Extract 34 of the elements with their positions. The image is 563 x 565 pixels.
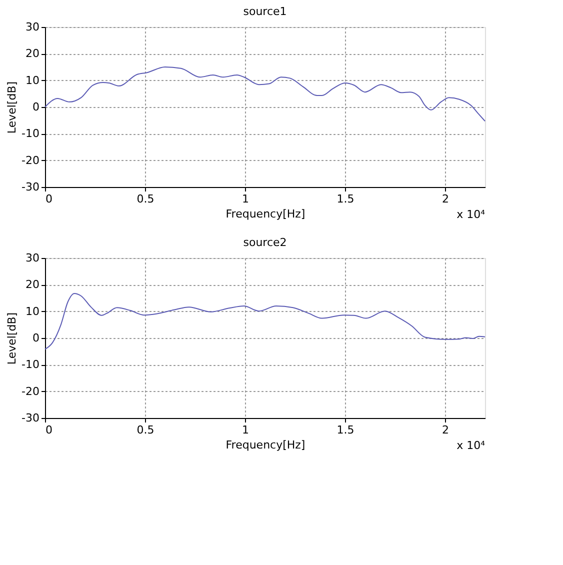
y-tick-label: 0 (32, 100, 40, 114)
x-tick-label: 1.5 (336, 424, 354, 436)
chart-title: source1 (243, 5, 287, 18)
x-tick-label: 0 (46, 192, 52, 206)
y-tick-label: 10 (26, 74, 40, 87)
y-tick-label: 0 (32, 332, 40, 344)
y-tick-label: 20 (26, 47, 40, 60)
x-tick-label: 1 (242, 192, 249, 206)
line-series (44, 66, 486, 122)
y-tick-label: 10 (26, 304, 40, 318)
x-axis-title: Frequency[Hz] (226, 208, 306, 220)
x-tick-label: 0.5 (136, 424, 154, 436)
x-tick-label: 2 (442, 424, 449, 436)
y-tick-label: -10 (22, 127, 40, 140)
y-tick-label: -30 (22, 180, 40, 194)
y-tick-label: -20 (22, 384, 40, 398)
x-axis-title: Frequency[Hz] (226, 438, 306, 452)
x-tick-label: 0 (46, 424, 52, 436)
y-axis-title: Level[dB] (6, 312, 19, 365)
x-tick-label: 1 (242, 424, 249, 436)
text: x 10⁴ (456, 208, 486, 221)
y-axis-title: Level[dB] (6, 81, 19, 134)
x-tick-label: 2 (442, 192, 449, 206)
y-tick-label: -10 (22, 358, 40, 372)
y-tick-label: -30 (22, 412, 40, 424)
line-series (44, 292, 486, 350)
y-tick-label: -20 (22, 154, 40, 167)
text: x 10⁴ (456, 439, 486, 452)
y-tick-label: 20 (26, 278, 40, 292)
y-tick-label: 30 (26, 20, 40, 34)
chart-title: source2 (243, 236, 287, 249)
x-tick-label: 0.5 (136, 192, 154, 206)
y-tick-label: 30 (26, 252, 40, 264)
x-tick-label: 1.5 (336, 192, 354, 206)
